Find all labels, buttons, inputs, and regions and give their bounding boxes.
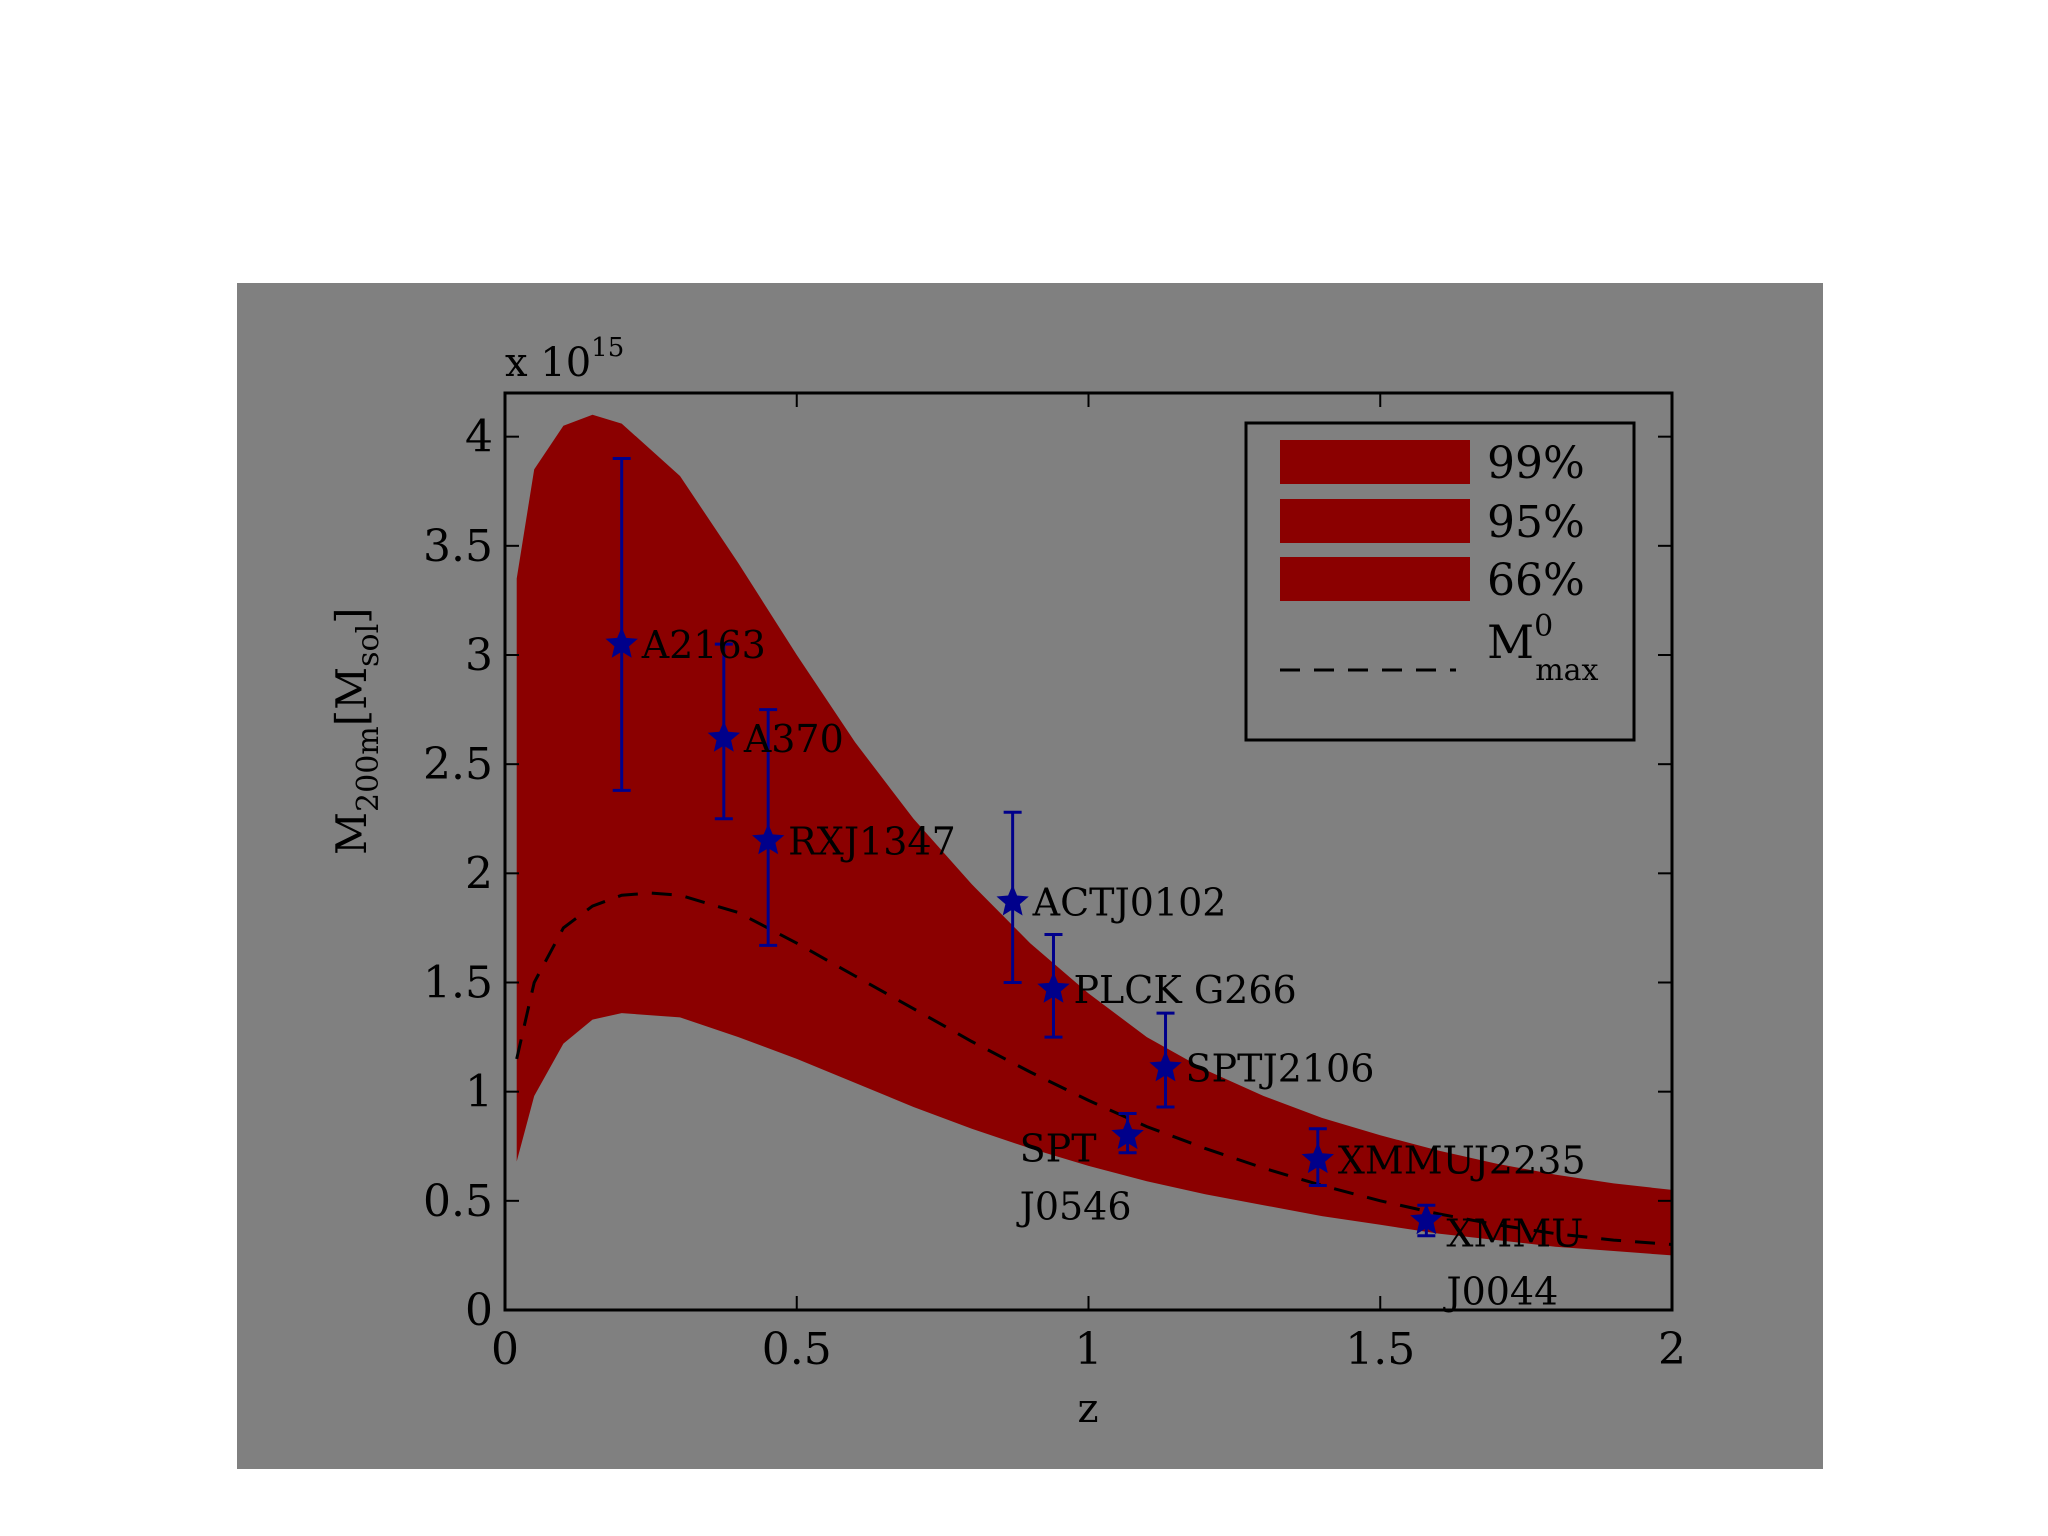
y-tick-label: 3.5 [423,521,493,572]
legend-label-99: 99% [1487,438,1585,489]
x-tick-label: 0 [491,1324,519,1375]
x-tick-label: 1.5 [1345,1324,1415,1375]
legend-label-95: 95% [1487,497,1585,548]
y-tick-label: 3 [465,630,493,681]
cluster-label: XMMUJ2235 [1338,1138,1586,1182]
mmax-dashed-curve [515,891,1672,1246]
x-tick-label: 0.5 [762,1324,832,1375]
cluster-label: XMMU [1446,1211,1583,1255]
x-tick-label: 2 [1658,1324,1686,1375]
cluster-star-marker [1410,1203,1443,1235]
y-tick-labels: 0 0.5 1 1.5 2 2.5 3 3.5 4 [423,412,493,1336]
legend-swatch-95 [1280,499,1470,543]
cluster-star-marker [707,721,740,752]
cluster-label-line2: J0044 [1442,1269,1558,1313]
cluster-star-marker [605,627,638,658]
cluster-label: SPT [1020,1126,1097,1170]
y-tick-label: 2 [465,848,493,899]
legend-swatch-99 [1280,440,1470,484]
cluster-points [605,457,1443,1238]
legend: 99% 95% 66% M0 max [1244,421,1636,742]
y-tick-label: 2.5 [423,739,493,790]
y-axis-multiplier: x 1015 [505,333,624,386]
cluster-star-marker [1037,972,1070,1003]
cluster-label: RXJ1347 [788,820,956,864]
plot-area [515,414,1672,1256]
legend-label-mmax: M0 max [1487,609,1599,688]
x-tick-label: 1 [1075,1324,1103,1375]
legend-swatch-66 [1280,557,1470,601]
y-tick-label: 1.5 [423,958,493,1009]
cluster-star-marker [1149,1050,1182,1082]
x-tick-labels: 0 0.5 1 1.5 2 [491,1324,1686,1375]
legend-box [1244,421,1636,742]
cluster-label: PLCK G266 [1073,968,1296,1012]
cluster-label: A2163 [641,623,766,667]
y-axis-label: M200m[Msol] [327,607,386,855]
cluster-star-marker [1111,1118,1144,1150]
cluster-label: ACTJ0102 [1032,881,1227,925]
cluster-star-marker [996,884,1029,916]
cluster-star-marker [752,823,785,855]
confidence-band [516,414,1672,1256]
cluster-labels: A2163 A370 RXJ1347 ACTJ0102 PLCK G266 SPTJ210… [641,623,1586,1313]
axis-ticks [504,393,1673,1311]
cluster-label-line2: J0546 [1016,1184,1132,1228]
cluster-star-marker [1301,1142,1334,1174]
legend-label-66: 66% [1487,555,1585,606]
y-tick-label: 1 [465,1067,493,1118]
y-tick-label: 0.5 [423,1176,493,1227]
cluster-label: SPTJ2106 [1186,1047,1375,1091]
y-tick-label: 0 [465,1285,493,1336]
x-axis-label: z [1077,1386,1098,1432]
cluster-label: A370 [743,717,844,761]
figure-background [237,283,1823,1469]
y-tick-label: 4 [465,412,493,463]
